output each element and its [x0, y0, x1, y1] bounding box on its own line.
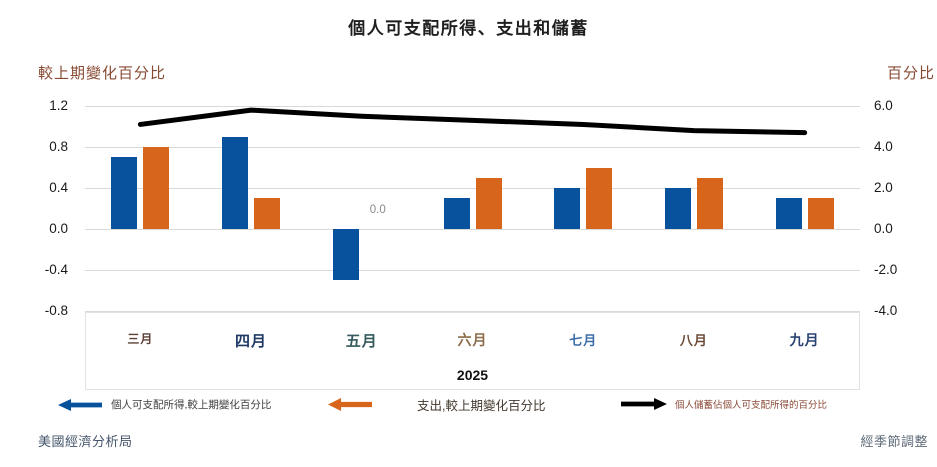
- legend-item-spending: 支出,較上期變化百分比: [328, 395, 545, 414]
- income-bar: [111, 157, 138, 229]
- income-legend-arrow-icon: [58, 398, 102, 411]
- seasonal-adjustment-note: 經季節調整: [860, 434, 928, 449]
- income-bar: [443, 198, 470, 229]
- x-axis-year-label: 2025: [456, 367, 489, 383]
- left-axis-tick: 0.4: [49, 180, 68, 195]
- saving-legend-arrow-icon: [621, 398, 667, 410]
- spending-bar: [696, 177, 723, 229]
- gridline: [85, 229, 860, 230]
- gridline: [85, 188, 860, 189]
- spending-bar: [254, 198, 281, 229]
- x-axis-label: 三月: [127, 332, 154, 346]
- gridline: [85, 311, 860, 312]
- x-axis-label: 六月: [457, 332, 488, 348]
- right-axis-tick: 0.0: [874, 221, 893, 236]
- x-axis-label: 八月: [679, 333, 708, 348]
- left-axis-tick: 0.8: [49, 139, 68, 154]
- left-axis-tick: -0.8: [44, 303, 68, 318]
- x-axis-label: 九月: [789, 332, 820, 348]
- x-axis-band: [85, 312, 860, 390]
- right-axis-tick: 4.0: [874, 139, 893, 154]
- gridline: [85, 270, 860, 271]
- right-axis-tick: 6.0: [874, 98, 893, 113]
- spending-bar: [143, 147, 170, 229]
- income-bar: [554, 188, 581, 229]
- income-bar: [664, 188, 691, 229]
- legend-label-spending: 支出,較上期變化百分比: [417, 399, 546, 413]
- chart-title: 個人可支配所得、支出和儲蓄: [348, 19, 589, 38]
- gridline: [85, 106, 860, 107]
- left-axis-tick: -0.4: [44, 262, 68, 277]
- left-axis-title: 較上期變化百分比: [38, 65, 167, 82]
- right-axis-title: 百分比: [886, 65, 935, 82]
- legend-item-income: 個人可支配所得,較上期變化百分比: [58, 397, 271, 412]
- left-axis-tick: 1.2: [49, 98, 68, 113]
- spending-legend-arrow-icon: [328, 398, 372, 411]
- spending-bar: [475, 177, 502, 229]
- zero-value-label: 0.0: [369, 204, 386, 216]
- gridline: [85, 147, 860, 148]
- spending-bar: [586, 167, 613, 229]
- x-axis-label: 五月: [345, 333, 378, 350]
- legend-item-saving: 個人儲蓄佔個人可支配所得的百分比: [621, 397, 827, 411]
- source-label: 美國經濟分析局: [38, 434, 133, 449]
- x-axis-label: 四月: [235, 333, 268, 350]
- right-axis-tick: 2.0: [874, 180, 893, 195]
- spending-bar: [807, 198, 834, 229]
- legend-label-income: 個人可支配所得,較上期變化百分比: [111, 399, 272, 411]
- right-axis-tick: -2.0: [874, 262, 898, 277]
- income-bar: [775, 198, 802, 229]
- left-axis-tick: 0.0: [49, 221, 68, 236]
- right-axis-tick: -4.0: [874, 303, 898, 318]
- legend-label-saving: 個人儲蓄佔個人可支配所得的百分比: [675, 400, 828, 411]
- income-bar: [222, 136, 249, 229]
- income-bar: [332, 229, 359, 281]
- x-axis-label: 七月: [569, 333, 598, 348]
